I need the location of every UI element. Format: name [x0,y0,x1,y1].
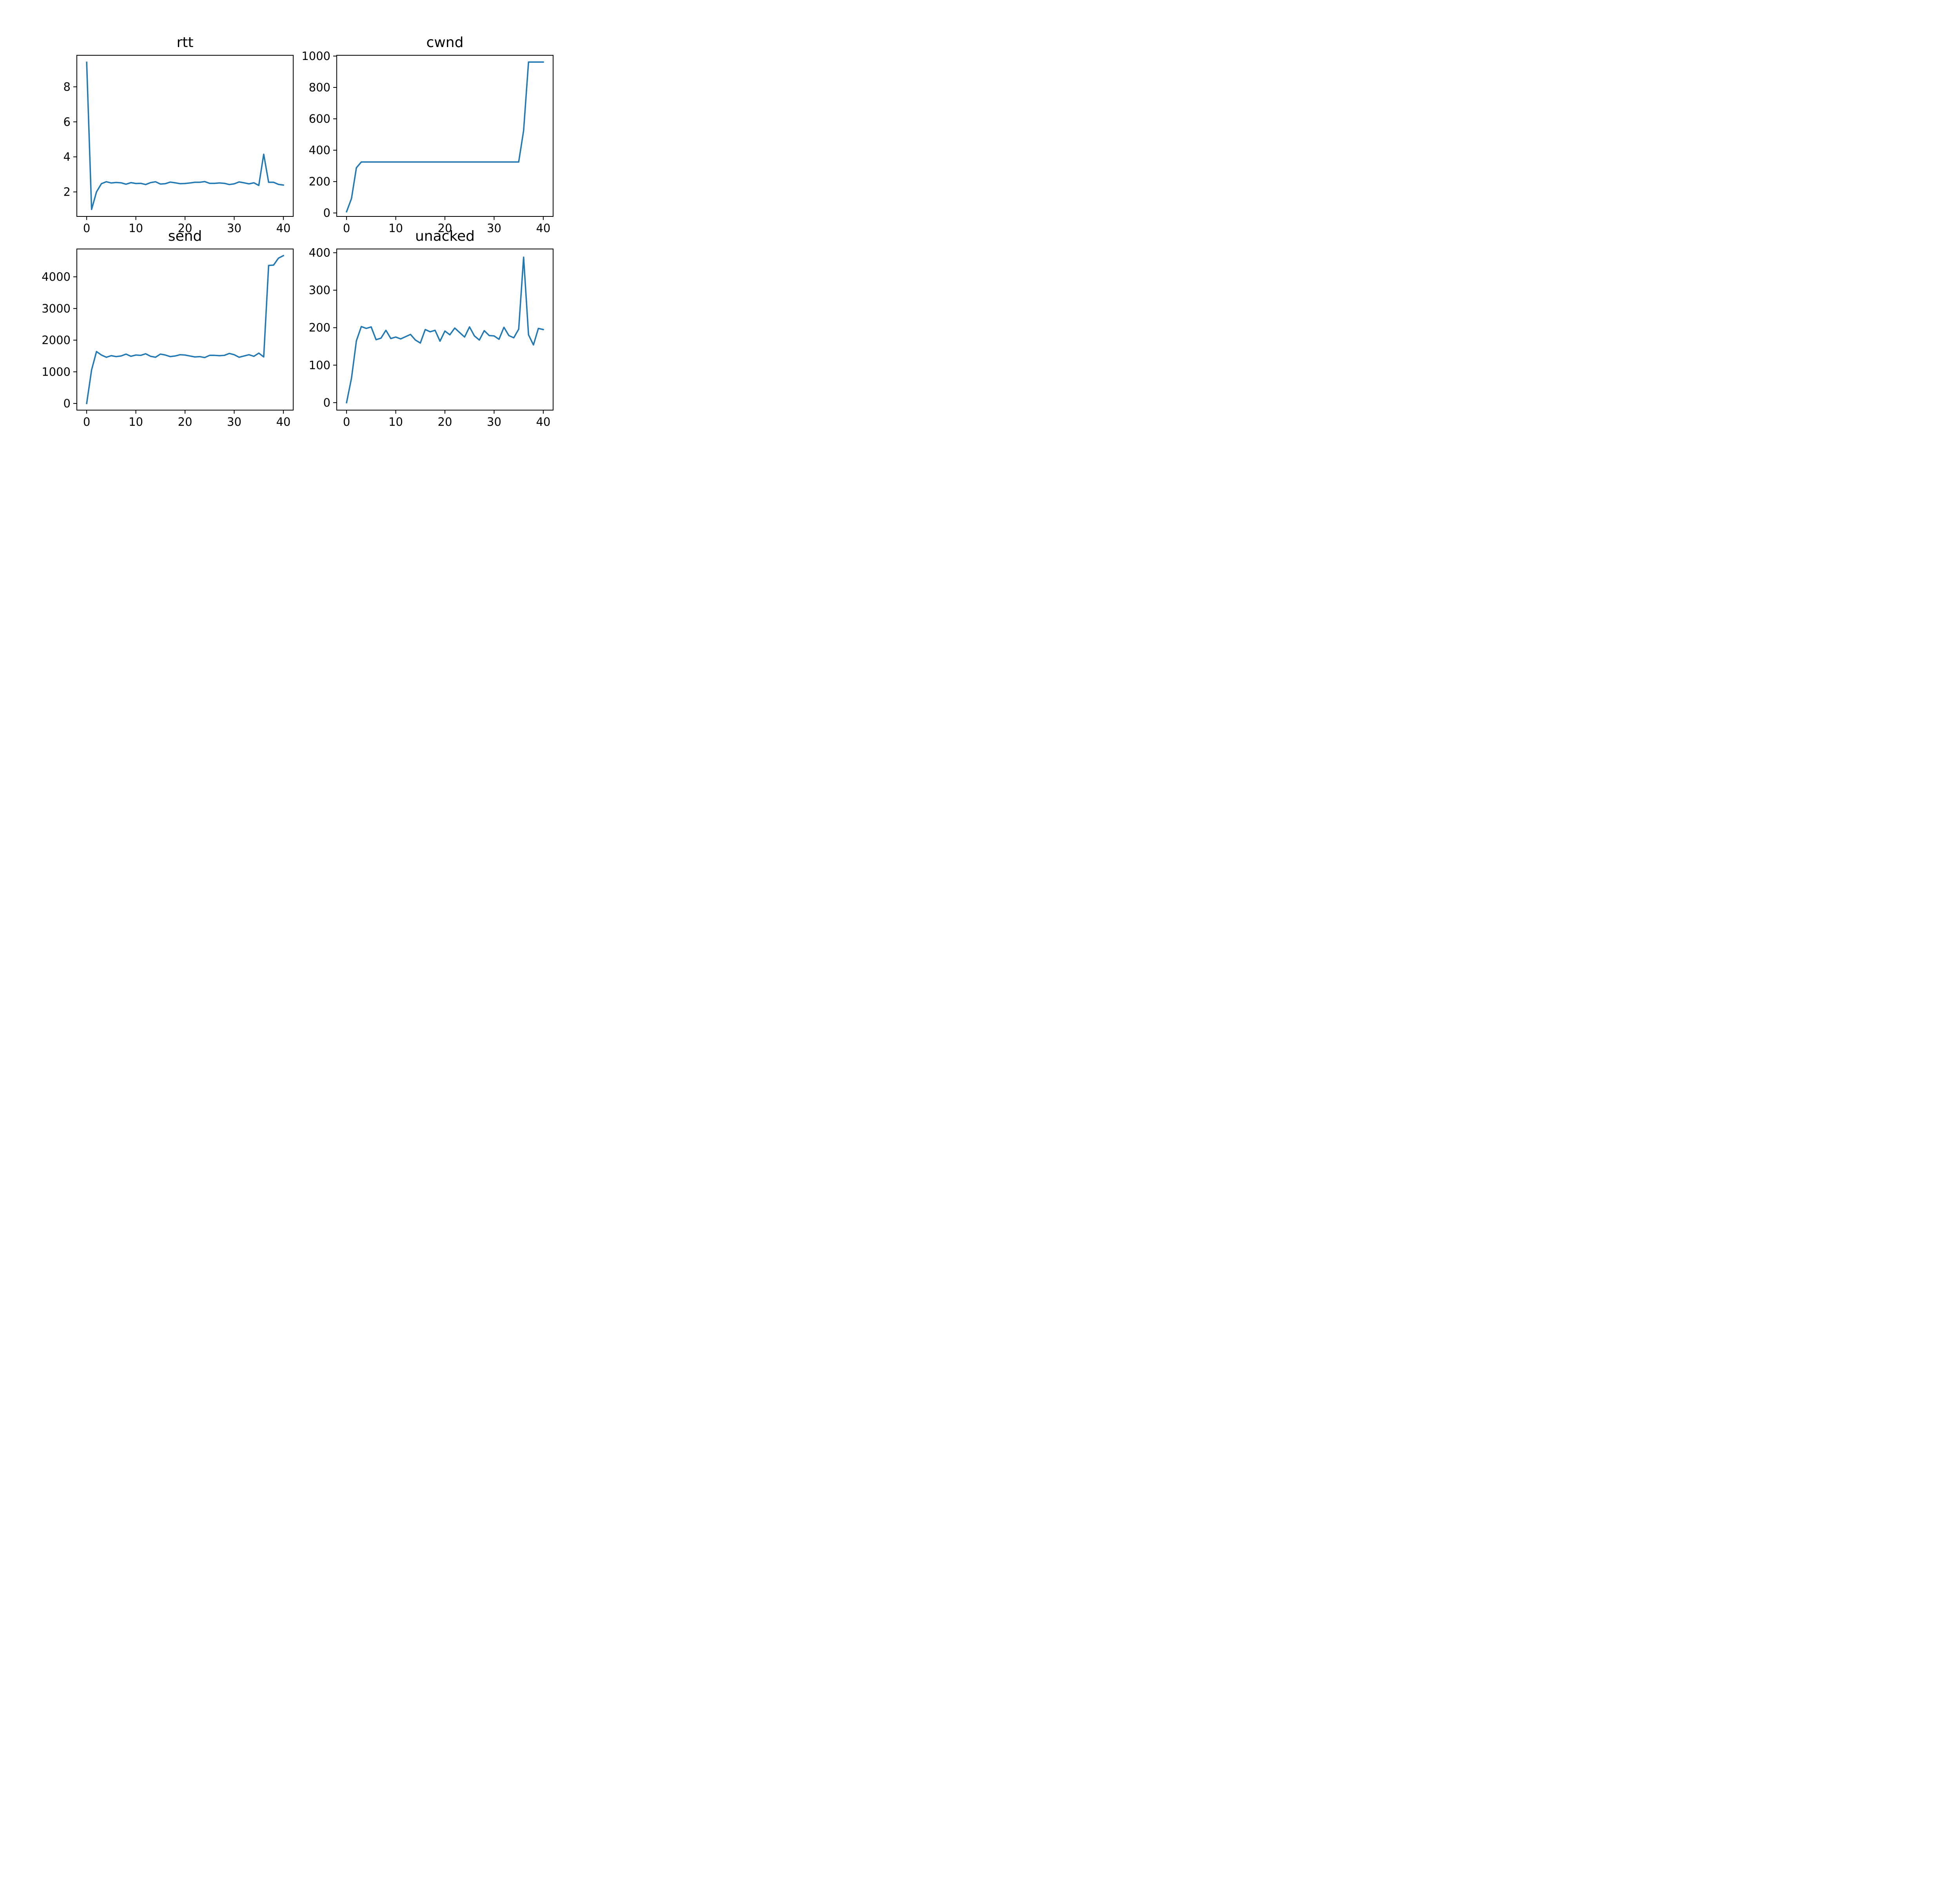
cwnd-x-tick-label: 40 [536,222,550,235]
send-y-tick-label: 4000 [42,270,71,283]
send-x-tick-label: 0 [83,415,90,429]
rtt-title: rtt [176,35,193,51]
unacked-y-tick-label: 100 [309,358,330,372]
rtt-x-tick-label: 20 [178,222,192,235]
rtt-y-tick-label: 6 [64,115,71,129]
rtt-y-tick-label: 2 [64,185,71,198]
rtt-axes-frame [76,55,294,217]
rtt-x-tick-label: 0 [83,222,90,235]
send-x-tick-label: 30 [227,415,241,429]
send-y-tick-label: 2000 [42,334,71,347]
cwnd-y-tick-label: 0 [323,206,330,220]
unacked-axes-frame [336,249,554,411]
subplot-rtt: 0 10 20 30 40 2 4 6 8 rtt [64,35,294,235]
cwnd-y-tick-label: 1000 [301,49,330,63]
unacked-y-tick-label: 400 [309,246,330,260]
cwnd-y-tick-label: 400 [309,144,330,157]
send-y-tick-label: 1000 [42,365,71,378]
unacked-series-line [346,256,544,403]
unacked-x-tick-label: 20 [438,415,452,429]
rtt-x-tick-label: 10 [129,222,143,235]
cwnd-y-tick-label: 200 [309,175,330,188]
cwnd-x-tick-label: 20 [438,222,452,235]
rtt-x-tick-label: 40 [276,222,290,235]
rtt-x-tick-label: 30 [227,222,241,235]
unacked-x-tick-label: 40 [536,415,550,429]
rtt-series-line [86,62,284,210]
rtt-y-tick-label: 4 [64,150,71,163]
subplot-send: 0 10 20 30 40 0 1000 2000 3000 4000 send [42,228,294,429]
send-y-tick-label: 3000 [42,302,71,315]
rtt-y-tick-label: 8 [64,80,71,93]
send-title: send [168,228,202,244]
send-x-tick-label: 20 [178,415,192,429]
send-x-tick-label: 10 [129,415,143,429]
unacked-x-tick-label: 30 [487,415,501,429]
unacked-x-tick-label: 10 [388,415,403,429]
unacked-y-tick-label: 0 [323,396,330,409]
cwnd-title: cwnd [426,35,464,51]
send-axes-frame [76,249,294,411]
send-y-tick-label: 0 [64,397,71,410]
unacked-y-tick-label: 300 [309,283,330,297]
cwnd-axes-frame [336,55,554,217]
unacked-x-tick-label: 0 [343,415,350,429]
cwnd-y-tick-label: 600 [309,112,330,125]
cwnd-x-tick-label: 0 [343,222,350,235]
send-series-line [86,254,285,405]
cwnd-series-line [345,61,544,213]
send-x-tick-label: 40 [276,415,290,429]
cwnd-y-tick-label: 800 [309,81,330,94]
unacked-y-tick-label: 200 [309,321,330,334]
cwnd-x-tick-label: 10 [388,222,403,235]
unacked-title: unacked [415,228,475,244]
cwnd-x-tick-label: 30 [487,222,501,235]
